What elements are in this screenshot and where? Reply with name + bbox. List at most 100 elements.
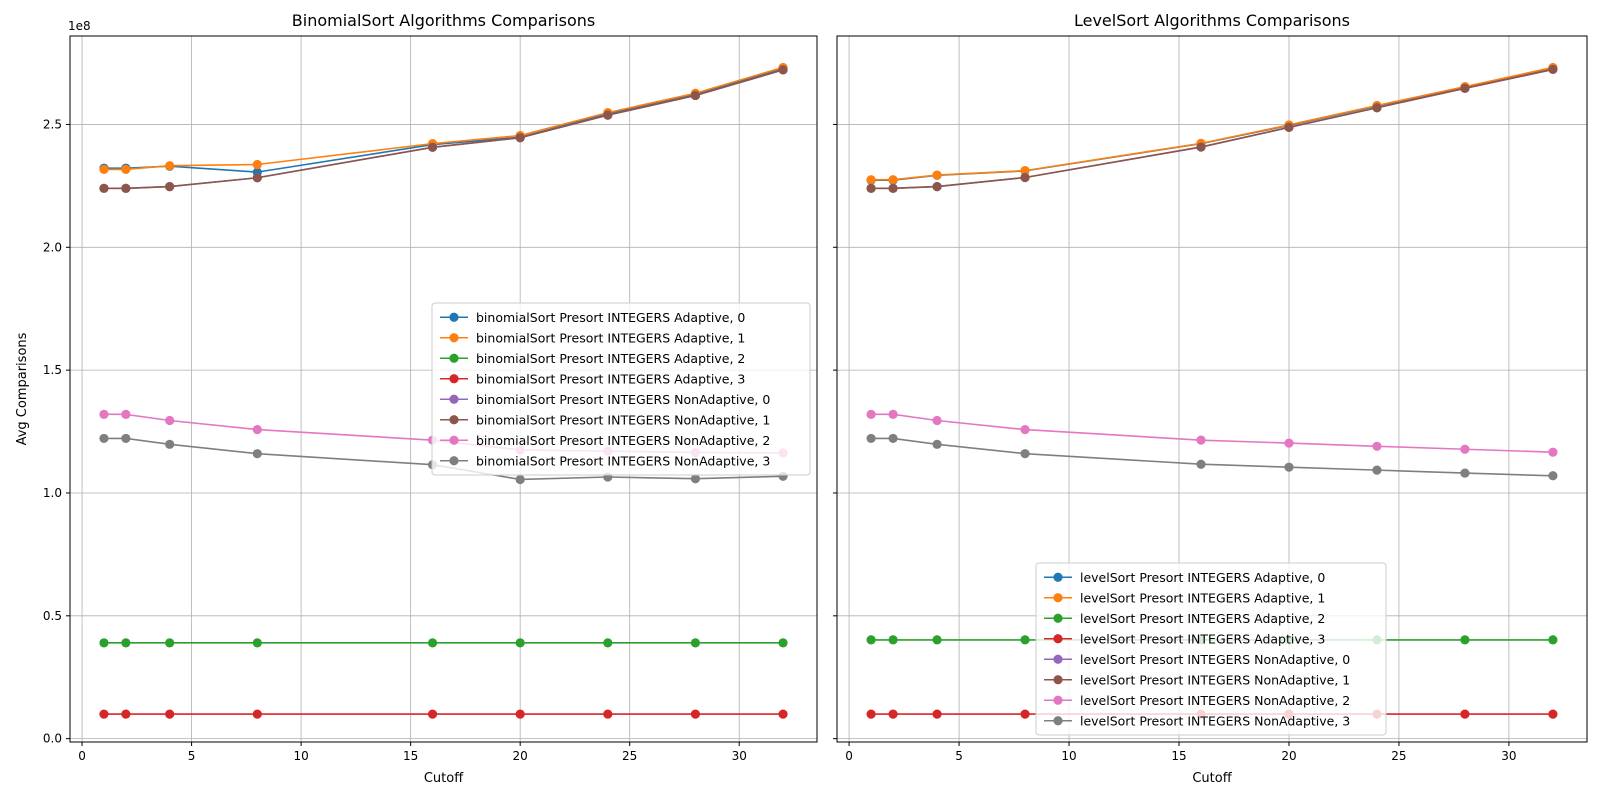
- data-point: [252, 159, 262, 170]
- data-point: [1020, 709, 1030, 719]
- y-tick-label: 0.0: [43, 732, 62, 746]
- subplot-2: 0 5 10 15 20 25 30 LevelSort Algorithms Compari…: [833, 11, 1588, 786]
- data-point: [778, 65, 788, 75]
- legend-item: levelSort Presort INTEGERS NonAdaptive, …: [1044, 652, 1350, 667]
- data-point: [888, 635, 898, 645]
- series-group: [866, 62, 1558, 719]
- data-point: [866, 635, 876, 645]
- data-point: [866, 709, 876, 719]
- data-point: [99, 709, 109, 719]
- data-point: [1460, 468, 1470, 478]
- data-point: [932, 170, 942, 180]
- legend-item: binomialSort Presort INTEGERS Adaptive, …: [440, 351, 745, 366]
- data-point: [515, 709, 525, 719]
- data-point: [603, 110, 613, 120]
- y-tick-label: 0.5: [43, 609, 62, 623]
- data-point: [121, 638, 131, 648]
- x-tick-label: 20: [1281, 749, 1296, 763]
- data-point: [1020, 635, 1030, 645]
- x-tick-label: 30: [732, 749, 747, 763]
- legend-item: levelSort Presort INTEGERS Adaptive, 2: [1044, 611, 1325, 626]
- legend-marker: [449, 312, 459, 322]
- data-point: [252, 173, 262, 183]
- legend-marker: [1053, 634, 1063, 644]
- data-point: [1284, 462, 1294, 472]
- data-point: [1020, 166, 1030, 176]
- legend-marker: [1053, 572, 1063, 582]
- legend-label: levelSort Presort INTEGERS Adaptive, 1: [1080, 590, 1325, 605]
- data-point: [252, 638, 262, 648]
- data-point: [252, 424, 262, 435]
- x-axis-label: Cutoff: [424, 771, 464, 786]
- legend-label: levelSort Presort INTEGERS Adaptive, 3: [1080, 631, 1325, 646]
- legend-label: binomialSort Presort INTEGERS NonAdaptiv…: [476, 392, 770, 407]
- y-tick-label: 1.0: [43, 486, 62, 500]
- data-point: [121, 709, 131, 719]
- data-point: [99, 433, 109, 444]
- series-2: [99, 638, 788, 648]
- series-6: [866, 409, 1558, 457]
- data-point: [1548, 447, 1558, 457]
- data-point: [121, 433, 131, 444]
- legend-item: levelSort Presort INTEGERS NonAdaptive, …: [1044, 693, 1350, 708]
- data-point: [866, 409, 876, 419]
- data-point: [427, 709, 438, 719]
- legend-item: levelSort Presort INTEGERS NonAdaptive, …: [1044, 713, 1350, 728]
- legend-label: levelSort Presort INTEGERS NonAdaptive, …: [1080, 713, 1350, 728]
- data-point: [165, 415, 175, 426]
- data-point: [121, 183, 131, 193]
- chart-title: LevelSort Algorithms Comparisons: [1074, 11, 1350, 30]
- x-axis-label: Cutoff: [1192, 771, 1232, 786]
- series-3: [99, 709, 788, 719]
- data-point: [932, 439, 942, 449]
- legend-item: levelSort Presort INTEGERS Adaptive, 3: [1044, 631, 1325, 646]
- x-tick-label: 25: [1391, 749, 1406, 763]
- legend-label: binomialSort Presort INTEGERS NonAdaptiv…: [476, 412, 770, 427]
- legend-box: [431, 302, 811, 476]
- legend-label: levelSort Presort INTEGERS NonAdaptive, …: [1080, 652, 1350, 667]
- legend-item: binomialSort Presort INTEGERS NonAdaptiv…: [440, 392, 770, 407]
- series-5: [866, 64, 1558, 193]
- data-point: [888, 175, 898, 185]
- data-point: [1284, 122, 1294, 132]
- legend-marker: [1053, 613, 1063, 623]
- legend-label: levelSort Presort INTEGERS Adaptive, 2: [1080, 611, 1325, 626]
- legend-item: levelSort Presort INTEGERS Adaptive, 0: [1044, 570, 1325, 585]
- data-point: [932, 182, 942, 192]
- data-point: [121, 409, 131, 419]
- data-point: [1020, 449, 1030, 459]
- data-point: [427, 638, 438, 648]
- legend-item: levelSort Presort INTEGERS NonAdaptive, …: [1044, 672, 1350, 687]
- data-point: [99, 183, 109, 193]
- x-tick-label: 5: [955, 749, 963, 763]
- data-point: [165, 709, 175, 719]
- data-point: [99, 638, 109, 648]
- legend-item: binomialSort Presort INTEGERS Adaptive, …: [440, 310, 745, 325]
- y-tick-label: 2.5: [43, 117, 62, 131]
- data-point: [1020, 424, 1030, 435]
- data-point: [1020, 172, 1030, 183]
- legend-label: binomialSort Presort INTEGERS Adaptive, …: [476, 310, 745, 325]
- legend-marker: [449, 374, 459, 384]
- data-point: [121, 164, 131, 175]
- x-tick-label: 30: [1501, 749, 1516, 763]
- legend-label: binomialSort Presort INTEGERS NonAdaptiv…: [476, 433, 770, 448]
- data-point: [165, 439, 175, 449]
- data-point: [778, 709, 788, 719]
- data-point: [690, 474, 701, 484]
- legend-item: binomialSort Presort INTEGERS NonAdaptiv…: [440, 412, 770, 427]
- data-point: [932, 415, 942, 426]
- legend-item: binomialSort Presort INTEGERS Adaptive, …: [440, 330, 745, 345]
- data-point: [932, 709, 942, 719]
- legend-label: levelSort Presort INTEGERS NonAdaptive, …: [1080, 693, 1350, 708]
- data-point: [1460, 709, 1470, 719]
- data-point: [866, 175, 876, 185]
- legend-label: binomialSort Presort INTEGERS Adaptive, …: [476, 351, 745, 366]
- legend-label: binomialSort Presort INTEGERS NonAdaptiv…: [476, 453, 770, 468]
- data-point: [690, 709, 701, 719]
- legend-marker: [449, 353, 459, 363]
- legend-label: binomialSort Presort INTEGERS Adaptive, …: [476, 330, 745, 345]
- legend-item: binomialSort Presort INTEGERS NonAdaptiv…: [440, 433, 770, 448]
